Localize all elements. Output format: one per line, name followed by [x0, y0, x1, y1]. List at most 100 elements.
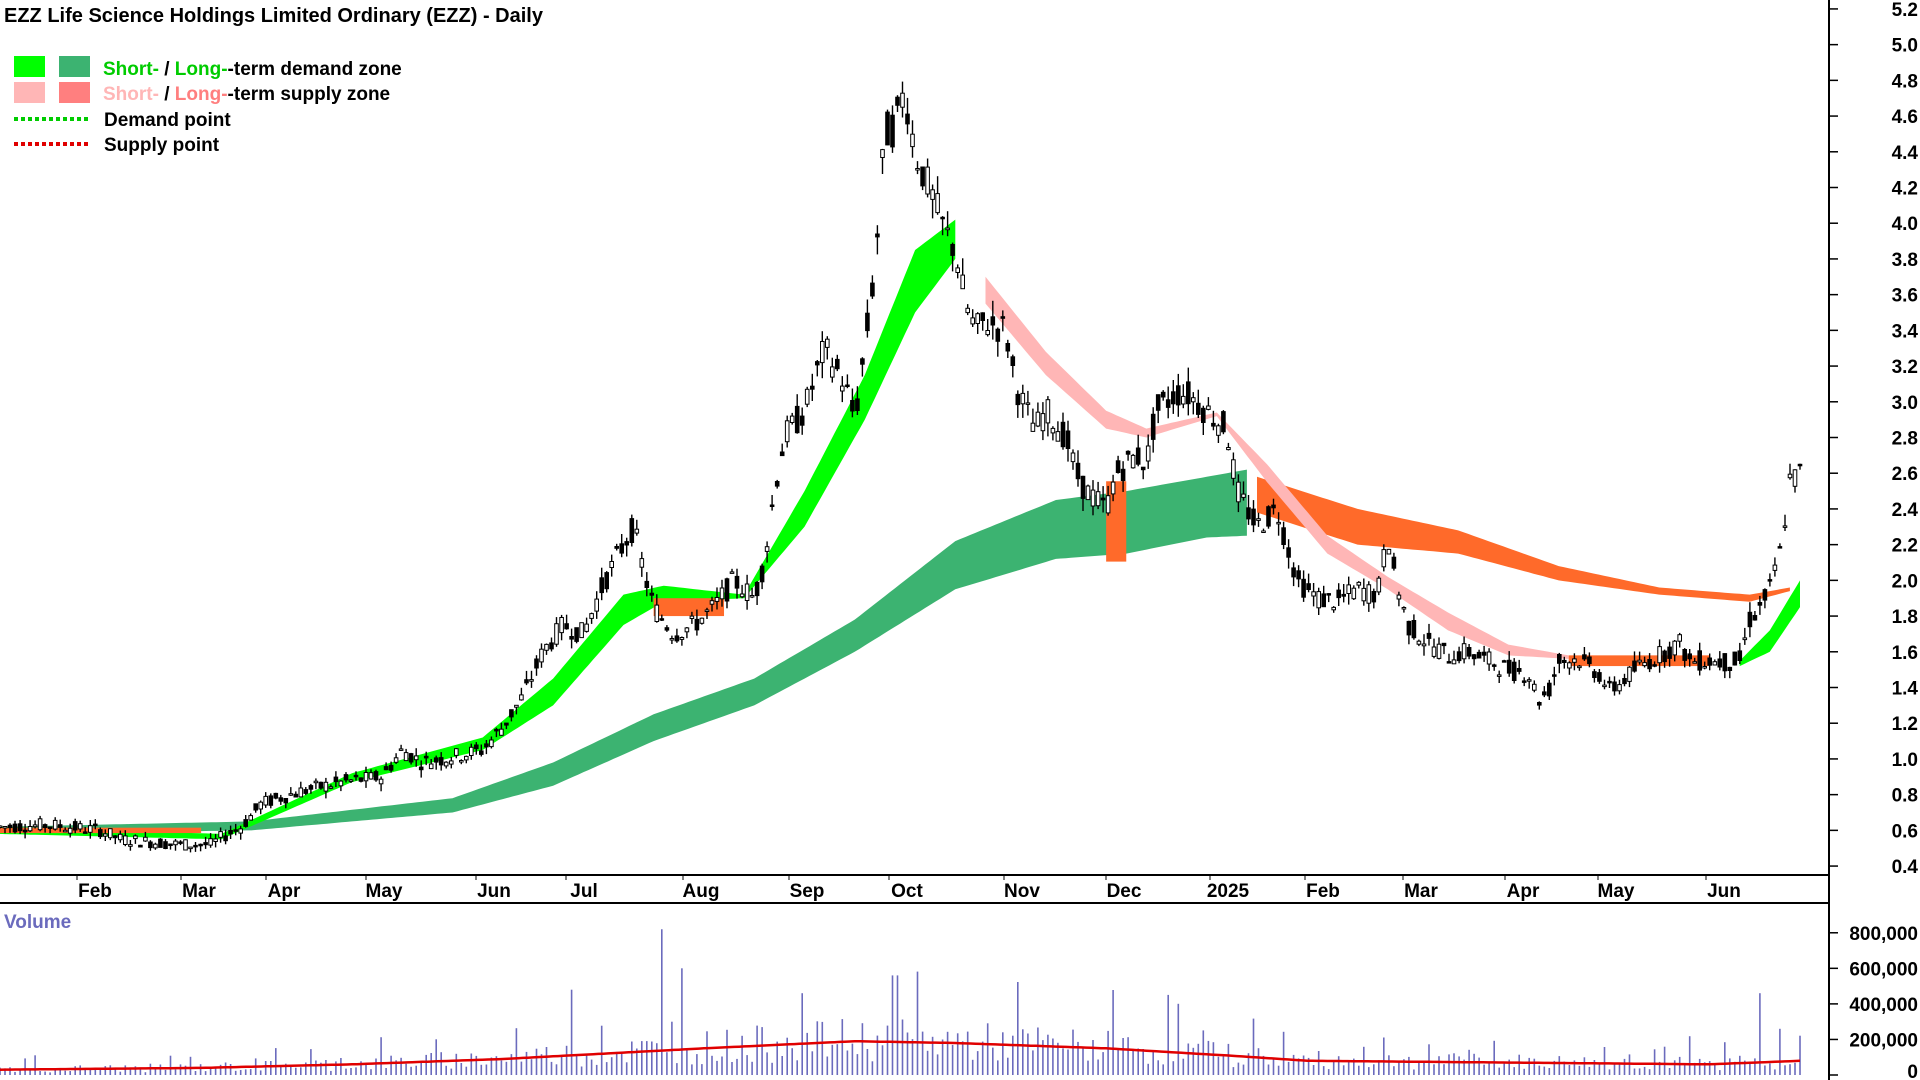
candle-body — [840, 385, 845, 392]
y-tick-label: 4.8 — [1892, 71, 1918, 92]
candle-body — [850, 400, 855, 412]
y-tick-label: 5.2 — [1892, 0, 1918, 21]
legend-demand-separator: / — [159, 59, 175, 80]
candle-body — [619, 543, 625, 554]
legend-demand-suffix: -term demand zone — [228, 59, 402, 80]
candle-body — [283, 798, 289, 804]
candle-body — [925, 166, 930, 195]
candle-body — [1542, 691, 1547, 696]
candle-body — [418, 766, 424, 771]
candle-body — [193, 844, 198, 848]
candle-body — [845, 384, 850, 387]
candle-body — [709, 600, 715, 605]
candle-body — [208, 838, 213, 846]
y-tick-label: 1.4 — [1892, 679, 1919, 700]
candle-body — [47, 826, 53, 829]
candle-body — [1632, 660, 1637, 672]
candle-body — [1672, 640, 1678, 656]
candle-body — [403, 752, 409, 762]
candle-body — [77, 823, 83, 830]
x-tick-label: Sep — [790, 881, 825, 902]
candle-body — [1291, 567, 1296, 578]
candle-body — [1165, 399, 1171, 408]
candle-body — [1160, 391, 1166, 398]
candle-body — [1100, 497, 1106, 501]
candle-body — [1110, 481, 1116, 495]
candle-body — [1331, 606, 1337, 611]
x-tick-label: May — [366, 881, 403, 902]
y-tick-label: 1.6 — [1892, 643, 1918, 664]
candle-body — [810, 385, 815, 390]
candle-body — [1336, 589, 1342, 599]
legend-demand-short: Short- — [103, 59, 159, 80]
candle-body — [1120, 468, 1126, 482]
candle-body — [940, 216, 945, 220]
candle-body — [789, 415, 795, 424]
volume-title: Volume — [4, 912, 71, 933]
candle-body — [12, 823, 18, 833]
candle-body — [1506, 659, 1512, 674]
candle-body — [1526, 679, 1532, 682]
candle-body — [1070, 452, 1076, 463]
y-tick-label: 1.0 — [1892, 750, 1918, 771]
candle-body — [734, 575, 740, 589]
candle-body — [779, 451, 785, 457]
candle-body — [549, 642, 554, 650]
y-tick-label: 3.4 — [1892, 321, 1919, 342]
y-tick-label: 2.0 — [1892, 571, 1918, 592]
candle-body — [1597, 672, 1602, 682]
candle-body — [1572, 658, 1577, 663]
candle-body — [313, 780, 319, 784]
candle-body — [37, 818, 43, 831]
candle-body — [965, 307, 971, 314]
candle-body — [990, 316, 996, 326]
candle-body — [1757, 602, 1763, 606]
candle-body — [203, 842, 208, 846]
candle-body — [744, 583, 750, 601]
candle-body — [1557, 654, 1562, 664]
volume-y-axis-ticks: 0 200,000 400,000 600,000 800,000 — [1829, 924, 1918, 1080]
candle-body — [1015, 393, 1021, 406]
x-tick-label: May — [1598, 881, 1635, 902]
price-panel — [0, 81, 1803, 853]
legend-supply-short: Short- — [103, 84, 159, 105]
candle-body — [689, 615, 695, 619]
candle-body — [915, 168, 920, 171]
candle-body — [674, 635, 680, 642]
y-tick-label: 3.0 — [1892, 393, 1918, 414]
candle-body — [1226, 447, 1231, 451]
candle-body — [880, 149, 885, 159]
candle-body — [1652, 664, 1657, 667]
candle-body — [1095, 491, 1101, 507]
candle-body — [1692, 661, 1698, 664]
x-tick-label: Dec — [1107, 881, 1142, 902]
candle-body — [32, 824, 38, 828]
candle-body — [589, 613, 594, 619]
candle-body — [724, 578, 730, 602]
candle-body — [1406, 620, 1412, 636]
volume-layer — [0, 929, 1801, 1075]
long-term-supply-zone — [1257, 476, 1790, 602]
candle-body — [1682, 649, 1688, 661]
candle-body — [1516, 668, 1522, 672]
candle-body — [1035, 411, 1041, 427]
candle-body — [1466, 647, 1472, 657]
late-demand-zone — [1739, 580, 1800, 667]
candle-body — [1727, 666, 1733, 672]
volume-moving-average — [0, 1039, 1801, 1071]
candle-body — [784, 420, 790, 443]
candle-body — [1105, 495, 1111, 514]
candle-body — [1060, 421, 1066, 448]
candle-body — [624, 541, 630, 546]
candle-body — [398, 748, 404, 751]
candle-body — [443, 761, 449, 767]
candle-body — [1206, 405, 1211, 410]
candle-body — [1762, 589, 1768, 601]
candle-body — [1461, 643, 1467, 660]
candle-body — [1481, 651, 1487, 656]
candle-body — [0, 825, 3, 828]
candle-body — [900, 92, 905, 108]
y-tick-label: 2.2 — [1892, 536, 1918, 557]
candle-body — [799, 415, 805, 426]
candle-body — [1486, 651, 1492, 665]
